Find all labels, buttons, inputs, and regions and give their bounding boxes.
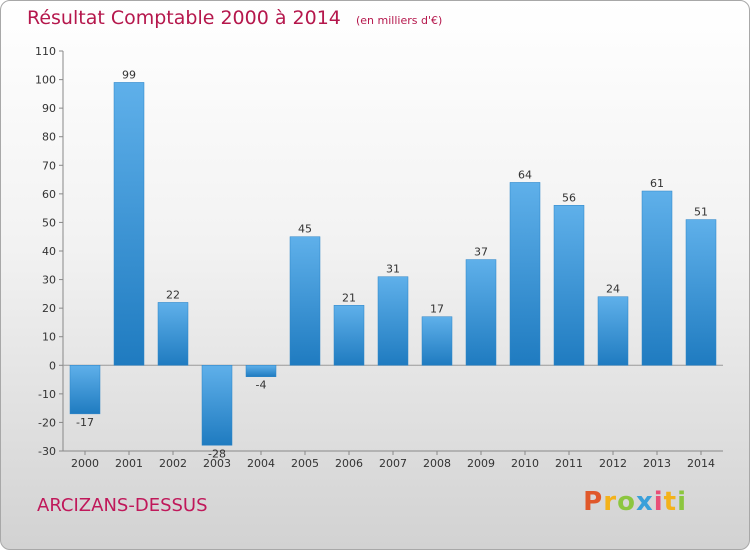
chart-title: Résultat Comptable 2000 à 2014 — [27, 7, 341, 29]
bar — [333, 305, 365, 366]
x-tick-label: 2014 — [687, 457, 715, 470]
data-label: -28 — [208, 447, 226, 460]
bar — [553, 205, 585, 366]
x-tick-label: 2001 — [115, 457, 143, 470]
y-tick-label: 10 — [42, 331, 56, 344]
data-label: -4 — [256, 379, 267, 392]
data-label: 22 — [166, 288, 180, 301]
logo-letter: r — [603, 487, 618, 517]
y-tick-label: 110 — [35, 45, 56, 58]
data-label: -17 — [76, 416, 94, 429]
data-label: 61 — [650, 177, 664, 190]
bar — [201, 365, 233, 446]
x-tick-label: 2004 — [247, 457, 275, 470]
y-tick-label: 30 — [42, 274, 56, 287]
x-tick-label: 2006 — [335, 457, 363, 470]
bar — [377, 276, 409, 366]
data-label: 17 — [430, 303, 444, 316]
logo-letter: x — [635, 487, 654, 517]
y-tick-label: 0 — [49, 359, 56, 372]
x-tick-label: 2005 — [291, 457, 319, 470]
x-tick-label: 2010 — [511, 457, 539, 470]
bar — [465, 259, 497, 366]
data-label: 31 — [386, 263, 400, 276]
logo-letter: o — [617, 487, 636, 517]
y-tick-label: 100 — [35, 74, 56, 87]
data-label: 21 — [342, 291, 356, 304]
bar — [157, 302, 189, 366]
title-row: Résultat Comptable 2000 à 2014 (en milli… — [27, 7, 442, 29]
data-label: 99 — [122, 68, 136, 81]
proxiti-logo: Proxiti — [583, 487, 687, 517]
data-label: 64 — [518, 168, 532, 181]
y-tick-label: 60 — [42, 188, 56, 201]
bar — [69, 365, 101, 415]
x-tick-label: 2011 — [555, 457, 583, 470]
y-tick-label: 80 — [42, 131, 56, 144]
x-tick-label: 2002 — [159, 457, 187, 470]
y-tick-label: 90 — [42, 102, 56, 115]
chart-unit: (en milliers d'€) — [355, 14, 443, 27]
x-tick-label: 2012 — [599, 457, 627, 470]
y-tick-label: 70 — [42, 159, 56, 172]
bar — [113, 82, 145, 366]
logo-letter: P — [583, 487, 604, 517]
x-tick-label: 2003 — [203, 457, 231, 470]
bar — [421, 316, 453, 366]
bar — [597, 296, 629, 366]
data-label: 45 — [298, 223, 312, 236]
y-tick-label: 50 — [42, 216, 56, 229]
bar — [289, 236, 321, 366]
x-tick-label: 2009 — [467, 457, 495, 470]
x-tick-label: 2013 — [643, 457, 671, 470]
x-tick-label: 2007 — [379, 457, 407, 470]
logo-letter: i — [653, 487, 664, 517]
data-label: 37 — [474, 246, 488, 259]
y-tick-label: -10 — [38, 388, 56, 401]
logo-letter: i — [677, 487, 687, 517]
bar — [509, 182, 541, 366]
y-tick-label: 40 — [42, 245, 56, 258]
commune-name: ARCIZANS-DESSUS — [37, 495, 208, 516]
data-label: 24 — [606, 283, 620, 296]
data-label: 51 — [694, 206, 708, 219]
bar — [641, 190, 673, 366]
y-tick-label: 20 — [42, 302, 56, 315]
x-tick-label: 2008 — [423, 457, 451, 470]
y-tick-label: -30 — [38, 445, 56, 458]
x-tick-label: 2000 — [71, 457, 99, 470]
logo-letter: t — [663, 487, 678, 517]
bar — [245, 365, 277, 377]
data-label: 56 — [562, 191, 576, 204]
y-tick-label: -20 — [38, 416, 56, 429]
bar — [685, 219, 717, 366]
